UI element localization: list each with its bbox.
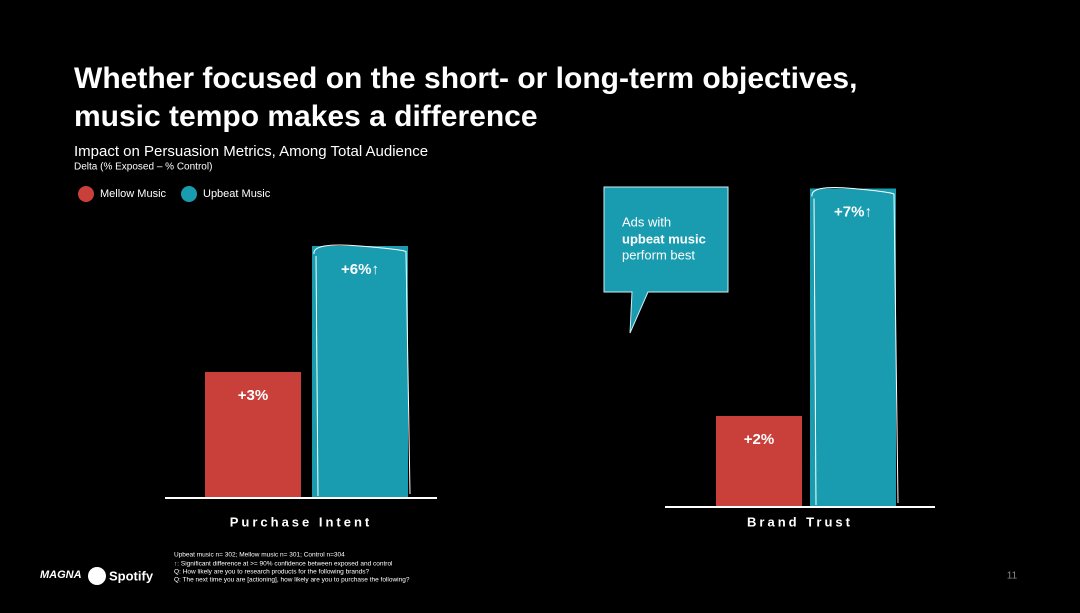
callout: Ads with upbeat music perform best xyxy=(603,186,729,334)
category-label: Brand Trust xyxy=(747,514,853,529)
footnote: Q: How likely are you to research produc… xyxy=(174,569,369,576)
value-label: +7%↑ xyxy=(834,203,872,220)
legend-swatch xyxy=(78,186,94,202)
legend-label: Mellow Music xyxy=(100,188,167,200)
value-label: +6%↑ xyxy=(341,261,379,278)
value-label: +3% xyxy=(238,387,268,404)
category-label: Purchase Intent xyxy=(230,514,373,529)
logo-icon xyxy=(88,567,106,585)
callout-text: upbeat music xyxy=(622,231,706,246)
subnote: Delta (% Exposed – % Control) xyxy=(74,162,212,173)
legend-label: Upbeat Music xyxy=(203,188,271,200)
sketch-outline xyxy=(313,244,411,497)
value-label: +2% xyxy=(744,431,774,448)
subtitle: Impact on Persuasion Metrics, Among Tota… xyxy=(74,143,428,160)
page-number: 11 xyxy=(1007,571,1018,582)
footnote: Upbeat music n= 302; Mellow music n= 301… xyxy=(174,552,345,559)
bar xyxy=(205,372,301,498)
footnote: ↑: Significant difference at >= 90% conf… xyxy=(174,561,393,568)
legend-swatch xyxy=(181,186,197,202)
title-line: music tempo makes a difference xyxy=(74,100,538,133)
callout-box xyxy=(603,186,729,334)
sketch-outline xyxy=(811,187,899,506)
bar xyxy=(312,246,408,498)
title-line: Whether focused on the short- or long-te… xyxy=(74,62,857,95)
callout-text: Ads with xyxy=(622,214,671,229)
logo: MAGNA xyxy=(40,569,82,581)
callout-text: perform best xyxy=(622,247,695,262)
logo: Spotify xyxy=(109,568,154,583)
bar xyxy=(716,416,802,507)
footnote: Q: The next time you are [actioning], ho… xyxy=(174,577,410,584)
bar xyxy=(810,188,896,507)
